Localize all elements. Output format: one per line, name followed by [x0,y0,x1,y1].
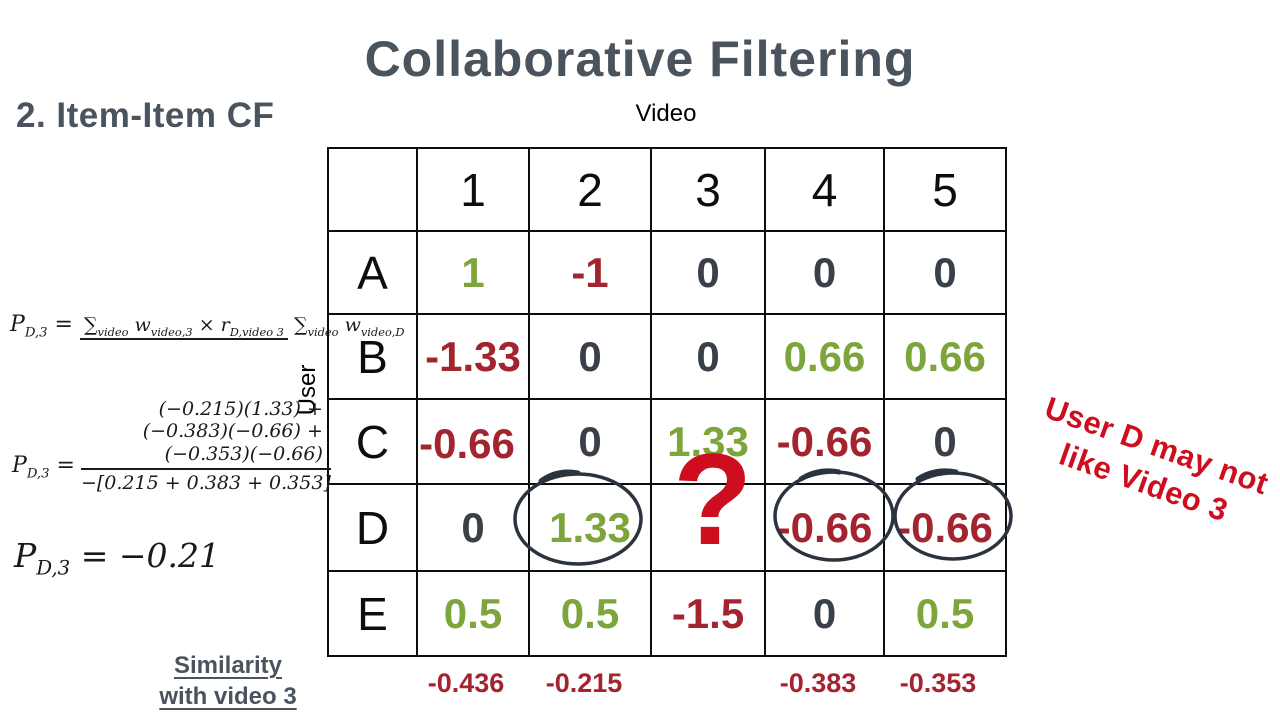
cell-E1: 0.5 [416,570,530,657]
col-header-1: 1 [416,147,530,232]
cell-C5: 0 [883,398,1007,485]
calculation-num-line1: (−0.215)(1.33) + [158,398,323,420]
row-header-c: C [327,398,418,485]
similarity-caption-line2: with video 3 [159,683,297,711]
note-user-d: User D may not like Video 3 [996,378,1280,551]
row-header-d: D [327,483,418,572]
cell-D1: 0 [416,483,530,572]
formula-fraction: ∑video wvideo,3 × rD,video 3 ∑video wvid… [79,313,405,340]
cell-C3: 1.33 [650,398,766,485]
cell-B5: 0.66 [883,313,1007,400]
calculation-fraction: (−0.215)(1.33) + (−0.383)(−0.66) + (−0.3… [80,398,331,495]
col-header-2: 2 [528,147,652,232]
similarity-value-video5: -0.353 [899,668,977,698]
table-header-row: 1 2 3 4 5 [327,147,1007,232]
cell-A3: 0 [650,230,766,315]
cell-D4: -0.66 [764,483,885,572]
ratings-table: 1 2 3 4 5 A 1 -1 0 0 0 B -1.33 0 0 0.66 … [327,147,1007,657]
video-axis-label: Video [635,100,697,127]
table-row-e: E 0.5 0.5 -1.5 0 0.5 [327,570,1007,657]
cell-E3: -1.5 [650,570,766,657]
cell-B2: 0 [528,313,652,400]
cell-A2: -1 [528,230,652,315]
cell-D3 [650,483,766,572]
table-row-a: A 1 -1 0 0 0 [327,230,1007,315]
prediction-formula: PD,3 = ∑video wvideo,3 × rD,video 3 ∑vid… [10,312,405,340]
corner-cell [327,147,418,232]
similarity-caption-line1: Similarity [173,652,283,679]
cell-E2: 0.5 [528,570,652,657]
cell-A1: 1 [416,230,530,315]
row-header-a: A [327,230,418,315]
cell-C4: -0.66 [764,398,885,485]
page-title: Collaborative Filtering [364,31,916,87]
row-header-b: B [327,313,418,400]
col-header-4: 4 [764,147,885,232]
cell-A4: 0 [764,230,885,315]
prediction-calculation: PD,3 = (−0.215)(1.33) + (−0.383)(−0.66) … [12,398,331,495]
cell-D5: -0.66 [883,483,1007,572]
calculation-num-line3: (−0.353)(−0.66) [164,442,323,465]
col-header-3: 3 [650,147,766,232]
prediction-result: PD,3 = −0.21 [14,536,221,580]
calculation-num-line2: (−0.383)(−0.66) + [142,420,323,443]
col-header-5: 5 [883,147,1007,232]
calculation-denominator: −[0.215 + 0.383 + 0.353] [80,468,331,494]
formula-numerator: ∑video wvideo,3 × rD,video 3 [79,313,288,340]
cell-C1: -0.66 [416,398,530,485]
cell-A5: 0 [883,230,1007,315]
calculation-lhs: PD,3 = [12,453,75,482]
cell-B4: 0.66 [764,313,885,400]
formula-lhs: PD,3 = [10,312,73,341]
similarity-value-video2: -0.215 [545,668,623,698]
table-row-d: D 0 1.33 -0.66 -0.66 [327,483,1007,572]
section-heading: 2. Item-Item CF [16,96,275,135]
formula-denominator: ∑video wvideo,D [293,313,405,339]
question-mark-annotation: ? [673,426,753,572]
cell-D2: 1.33 [528,483,652,572]
cell-E4: 0 [764,570,885,657]
similarity-value-video1: -0.436 [427,668,505,698]
cell-E5: 0.5 [883,570,1007,657]
prediction-result-value: −0.21 [118,536,221,575]
cell-C1-value: -0.66 [419,419,515,467]
table-row-b: B -1.33 0 0 0.66 0.66 [327,313,1007,400]
similarity-caption: Similarity with video 3 [159,650,296,712]
table-row-c: C -0.66 0 1.33 -0.66 0 [327,398,1007,485]
cell-B3: 0 [650,313,766,400]
cell-B1: -1.33 [416,313,530,400]
row-header-e: E [327,570,418,657]
similarity-value-video4: -0.383 [779,668,857,698]
cell-C2: 0 [528,398,652,485]
